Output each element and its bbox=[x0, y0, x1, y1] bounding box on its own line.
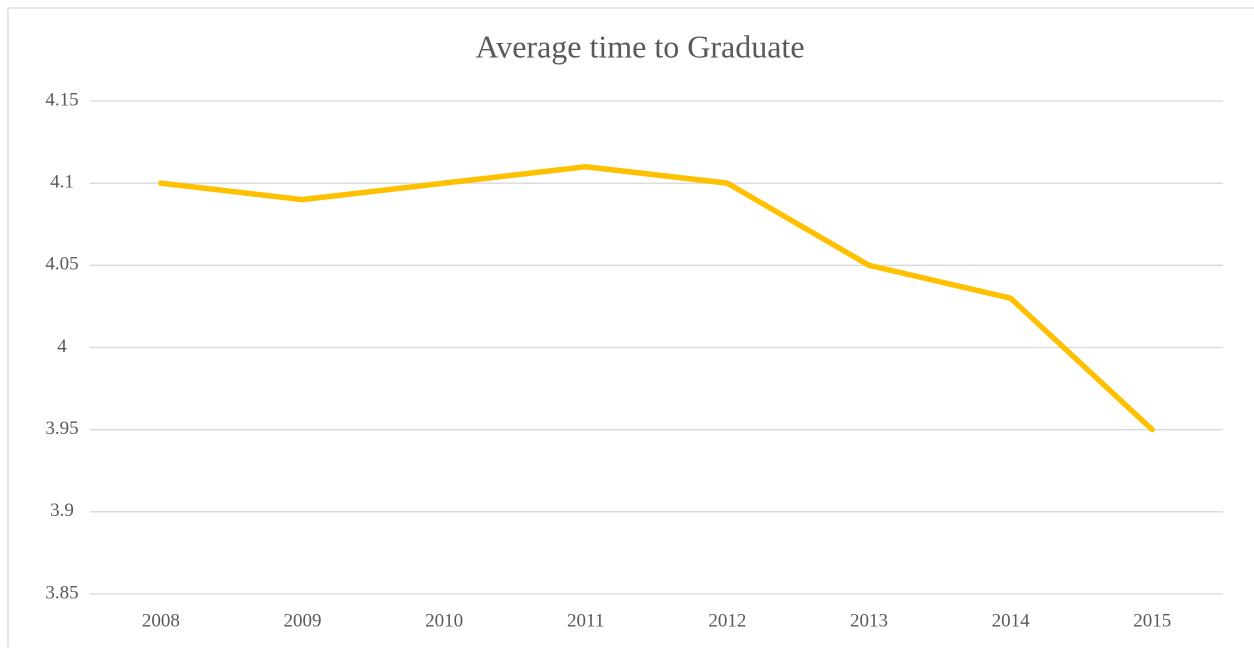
data-line bbox=[158, 163, 1155, 433]
x-tick-label: 2015 bbox=[1133, 610, 1171, 631]
x-tick-label: 2011 bbox=[567, 610, 604, 631]
y-tick-label: 3.9 bbox=[50, 500, 74, 521]
x-tick-label: 2014 bbox=[992, 610, 1031, 631]
y-tick-label: 3.95 bbox=[45, 418, 78, 439]
chart-title: Average time to Graduate bbox=[475, 28, 804, 64]
x-tick-label: 2009 bbox=[283, 610, 321, 631]
y-tick-label: 4.05 bbox=[45, 254, 78, 275]
x-tick-label: 2012 bbox=[708, 610, 746, 631]
x-tick-label: 2008 bbox=[142, 610, 180, 631]
y-tick-label: 4 bbox=[57, 336, 67, 357]
x-tick-label: 2010 bbox=[425, 610, 463, 631]
y-tick-label: 3.85 bbox=[45, 582, 78, 603]
y-tick-label: 4.15 bbox=[45, 89, 78, 110]
y-tick-label: 4.1 bbox=[50, 172, 74, 193]
x-tick-label: 2013 bbox=[850, 610, 888, 631]
